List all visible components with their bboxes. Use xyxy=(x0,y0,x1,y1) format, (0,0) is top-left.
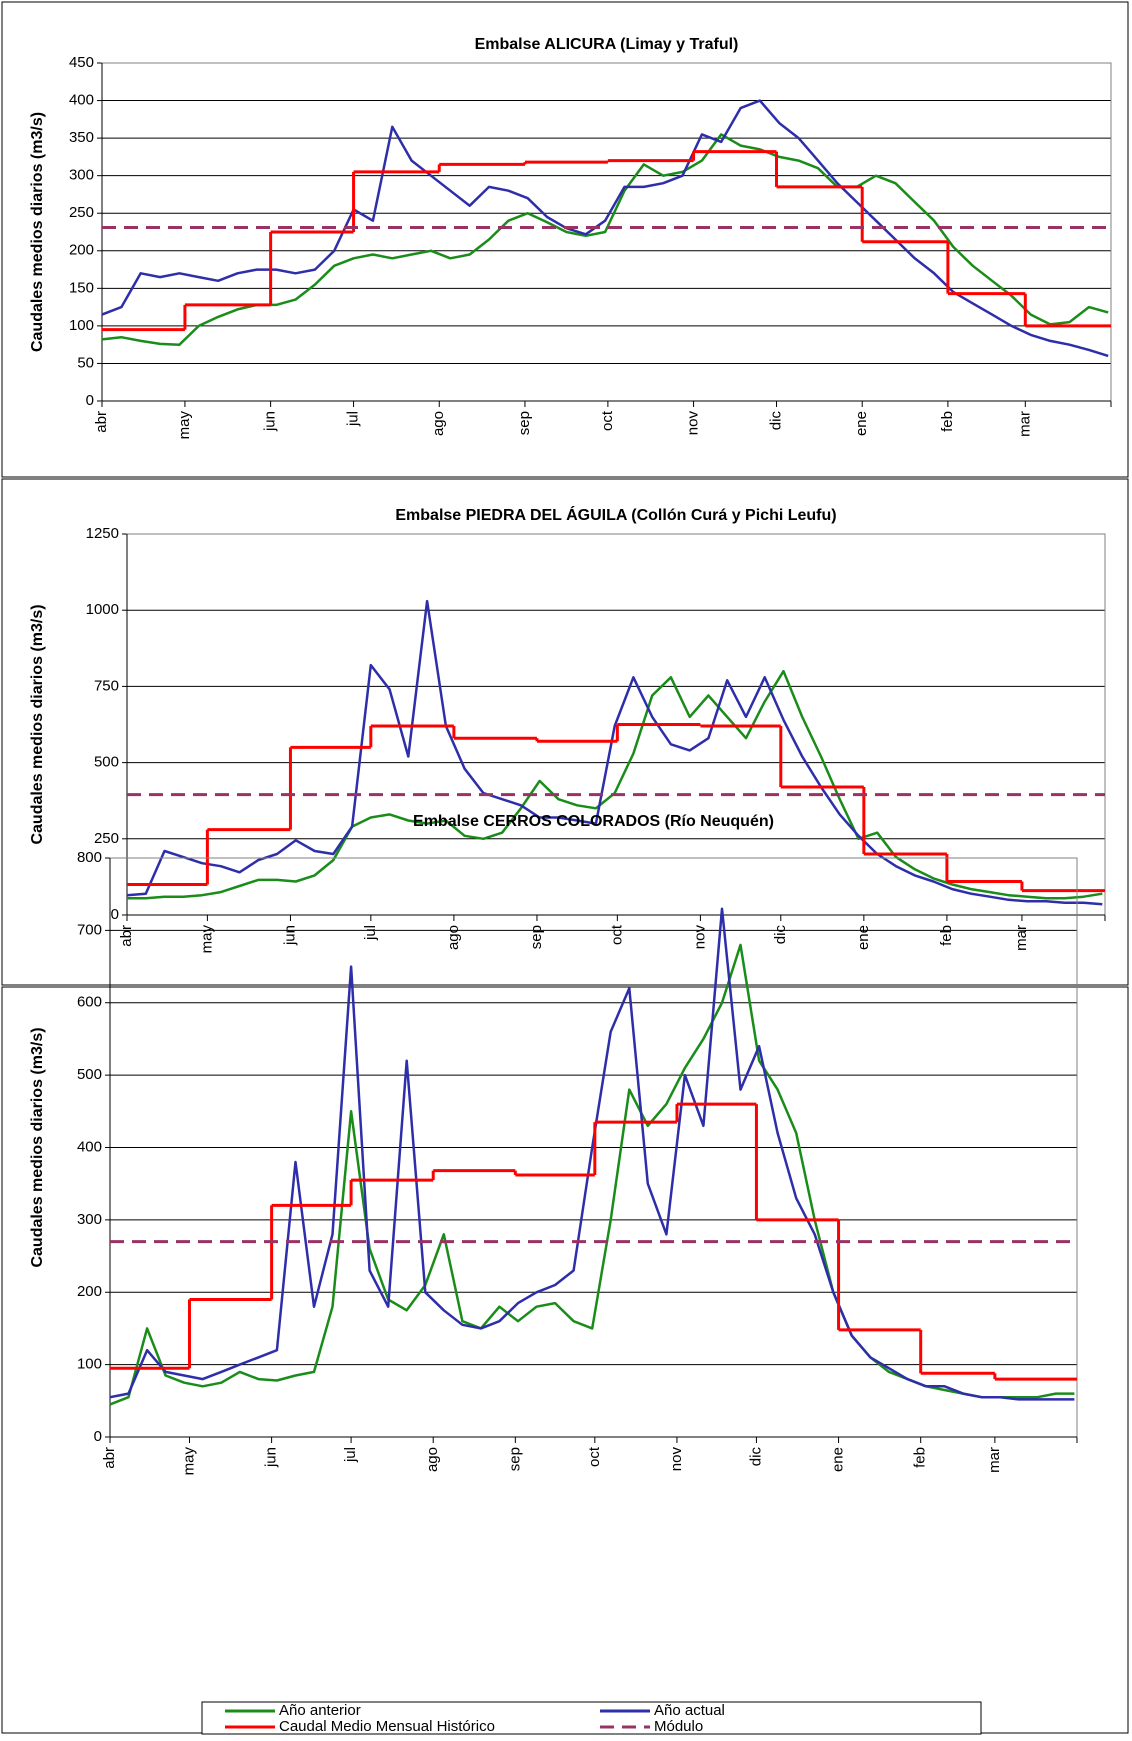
series-line xyxy=(127,669,1103,900)
x-tick-label: may xyxy=(176,411,193,440)
x-tick-label: jun xyxy=(281,925,298,946)
series-line xyxy=(109,907,1075,1401)
x-tick-label: abr xyxy=(93,411,110,433)
y-tick-label: 450 xyxy=(69,54,94,71)
y-tick-label: 0 xyxy=(111,906,119,923)
y-tick-label: 400 xyxy=(69,92,94,109)
x-tick-label: sep xyxy=(528,925,545,949)
x-tick-label: ene xyxy=(855,925,872,950)
y-tick-label: 400 xyxy=(77,1138,102,1155)
y-tick-label: 150 xyxy=(69,279,94,296)
y-tick-label: 100 xyxy=(77,1356,102,1373)
x-tick-label: jul xyxy=(362,925,379,941)
y-tick-label: 250 xyxy=(94,830,119,847)
x-tick-label: ago xyxy=(445,925,462,950)
x-tick-label: jun xyxy=(263,1447,280,1468)
x-tick-label: jul xyxy=(342,1447,359,1463)
legend-label: Módulo xyxy=(654,1718,703,1735)
chart-title: Embalse ALICURA (Limay y Traful) xyxy=(475,36,739,53)
series-line xyxy=(126,599,1103,906)
plot-frame xyxy=(101,62,1112,402)
x-tick-label: abr xyxy=(101,1447,118,1469)
x-tick-label: sep xyxy=(516,411,533,435)
x-tick-label: nov xyxy=(668,1447,685,1472)
x-tick-label: mar xyxy=(1016,411,1033,437)
y-axis-label: Caudales medios diarios (m3/s) xyxy=(29,112,46,352)
panel-frame xyxy=(1,986,1129,1734)
x-tick-label: feb xyxy=(939,411,956,432)
legend-label: Año anterior xyxy=(279,1702,361,1719)
x-tick-label: dic xyxy=(772,925,789,945)
x-tick-label: ene xyxy=(830,1447,847,1472)
x-tick-label: sep xyxy=(506,1447,523,1471)
x-tick-label: nov xyxy=(685,411,702,436)
series-line xyxy=(101,99,1109,358)
panel-frame xyxy=(1,478,1129,986)
x-tick-label: ago xyxy=(424,1447,441,1472)
y-tick-label: 1000 xyxy=(86,601,119,618)
x-tick-label: feb xyxy=(912,1447,929,1468)
y-tick-label: 500 xyxy=(77,1066,102,1083)
y-tick-label: 700 xyxy=(77,921,102,938)
x-tick-label: may xyxy=(180,1447,197,1476)
y-tick-label: 300 xyxy=(77,1211,102,1228)
x-tick-label: may xyxy=(198,925,215,954)
y-tick-label: 100 xyxy=(69,317,94,334)
y-tick-label: 200 xyxy=(77,1283,102,1300)
panel-frame xyxy=(1,1,1129,478)
y-tick-label: 800 xyxy=(77,849,102,866)
x-tick-label: oct xyxy=(608,924,625,945)
x-tick-label: ago xyxy=(430,411,447,436)
x-tick-label: feb xyxy=(938,925,955,946)
x-tick-label: dic xyxy=(747,1447,764,1467)
x-tick-label: nov xyxy=(691,925,708,950)
y-tick-label: 250 xyxy=(69,204,94,221)
chart-title: Embalse CERROS COLORADOS (Río Neuquén) xyxy=(413,813,774,830)
x-tick-label: mar xyxy=(1013,925,1030,951)
y-axis-label: Caudales medios diarios (m3/s) xyxy=(29,1027,46,1267)
x-tick-label: ene xyxy=(853,411,870,436)
x-tick-label: dic xyxy=(767,411,784,431)
legend-box xyxy=(201,1701,982,1735)
x-tick-label: oct xyxy=(599,410,616,431)
y-tick-label: 0 xyxy=(94,1428,102,1445)
y-tick-label: 1250 xyxy=(86,525,119,542)
series-line xyxy=(101,133,1109,346)
legend-label: Caudal Medio Mensual Histórico xyxy=(279,1718,495,1735)
y-tick-label: 750 xyxy=(94,677,119,694)
legend-label: Año actual xyxy=(654,1702,725,1719)
x-tick-label: mar xyxy=(986,1447,1003,1473)
y-tick-label: 300 xyxy=(69,167,94,184)
x-tick-label: abr xyxy=(118,925,135,947)
y-axis-label: Caudales medios diarios (m3/s) xyxy=(29,604,46,844)
y-tick-label: 600 xyxy=(77,994,102,1011)
x-tick-label: jun xyxy=(262,411,279,432)
y-tick-label: 500 xyxy=(94,754,119,771)
y-tick-label: 50 xyxy=(77,354,94,371)
x-tick-label: jul xyxy=(345,411,362,427)
x-tick-label: oct xyxy=(586,1446,603,1467)
y-tick-label: 350 xyxy=(69,129,94,146)
chart-title: Embalse PIEDRA DEL ÁGUILA (Collón Curá y… xyxy=(395,505,836,524)
y-tick-label: 200 xyxy=(69,242,94,259)
y-tick-label: 0 xyxy=(86,392,94,409)
